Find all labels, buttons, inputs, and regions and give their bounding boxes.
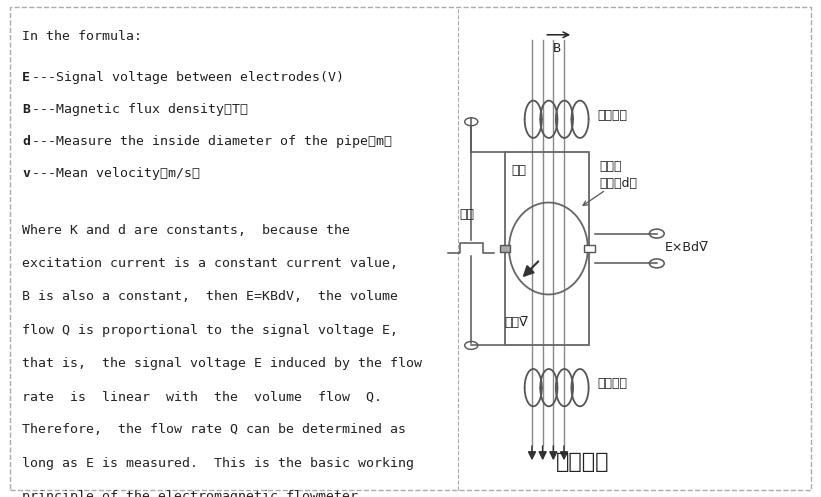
Text: ---Measure the inside diameter of the pipe（m）: ---Measure the inside diameter of the pi… bbox=[31, 135, 392, 148]
Text: 电极: 电极 bbox=[511, 164, 526, 177]
Text: B: B bbox=[22, 103, 30, 116]
Text: principle of the electromagnetic flowmeter: principle of the electromagnetic flowmet… bbox=[22, 490, 358, 497]
Text: flow Q is proportional to the signal voltage E,: flow Q is proportional to the signal vol… bbox=[22, 324, 398, 336]
Text: 励磁线圈: 励磁线圈 bbox=[598, 377, 628, 390]
Bar bbox=[499, 246, 511, 251]
Text: B is also a constant,  then E=KBdV,  the volume: B is also a constant, then E=KBdV, the v… bbox=[22, 290, 398, 303]
Text: Where K and d are constants,  because the: Where K and d are constants, because the bbox=[22, 224, 351, 237]
Text: 励磁线圈: 励磁线圈 bbox=[598, 109, 628, 122]
Text: 流量V̅: 流量V̅ bbox=[504, 316, 528, 329]
Text: E×BdV̅: E×BdV̅ bbox=[665, 241, 709, 253]
Text: ---Signal voltage between electrodes(V): ---Signal voltage between electrodes(V) bbox=[31, 71, 344, 83]
Text: excitation current is a constant current value,: excitation current is a constant current… bbox=[22, 257, 398, 270]
Text: rate  is  linear  with  the  volume  flow  Q.: rate is linear with the volume flow Q. bbox=[22, 390, 382, 403]
Text: In the formula:: In the formula: bbox=[22, 30, 142, 43]
Text: ---Mean velocity（m/s）: ---Mean velocity（m/s） bbox=[31, 167, 200, 180]
Text: long as E is measured.  This is the basic working: long as E is measured. This is the basic… bbox=[22, 457, 414, 470]
Text: 方波: 方波 bbox=[460, 208, 475, 221]
Text: B: B bbox=[553, 42, 561, 55]
Text: 测量管: 测量管 bbox=[599, 160, 621, 173]
Text: v: v bbox=[22, 167, 30, 180]
Text: Therefore,  the flow rate Q can be determined as: Therefore, the flow rate Q can be determ… bbox=[22, 423, 406, 436]
Text: 工作原理: 工作原理 bbox=[556, 452, 610, 472]
Text: that is,  the signal voltage E induced by the flow: that is, the signal voltage E induced by… bbox=[22, 357, 422, 370]
Bar bbox=[505, 152, 589, 345]
Text: E: E bbox=[22, 71, 30, 83]
Text: （内径d）: （内径d） bbox=[599, 177, 637, 190]
Text: d: d bbox=[22, 135, 30, 148]
Text: ---Magnetic flux density（T）: ---Magnetic flux density（T） bbox=[31, 103, 248, 116]
Bar bbox=[585, 246, 594, 251]
